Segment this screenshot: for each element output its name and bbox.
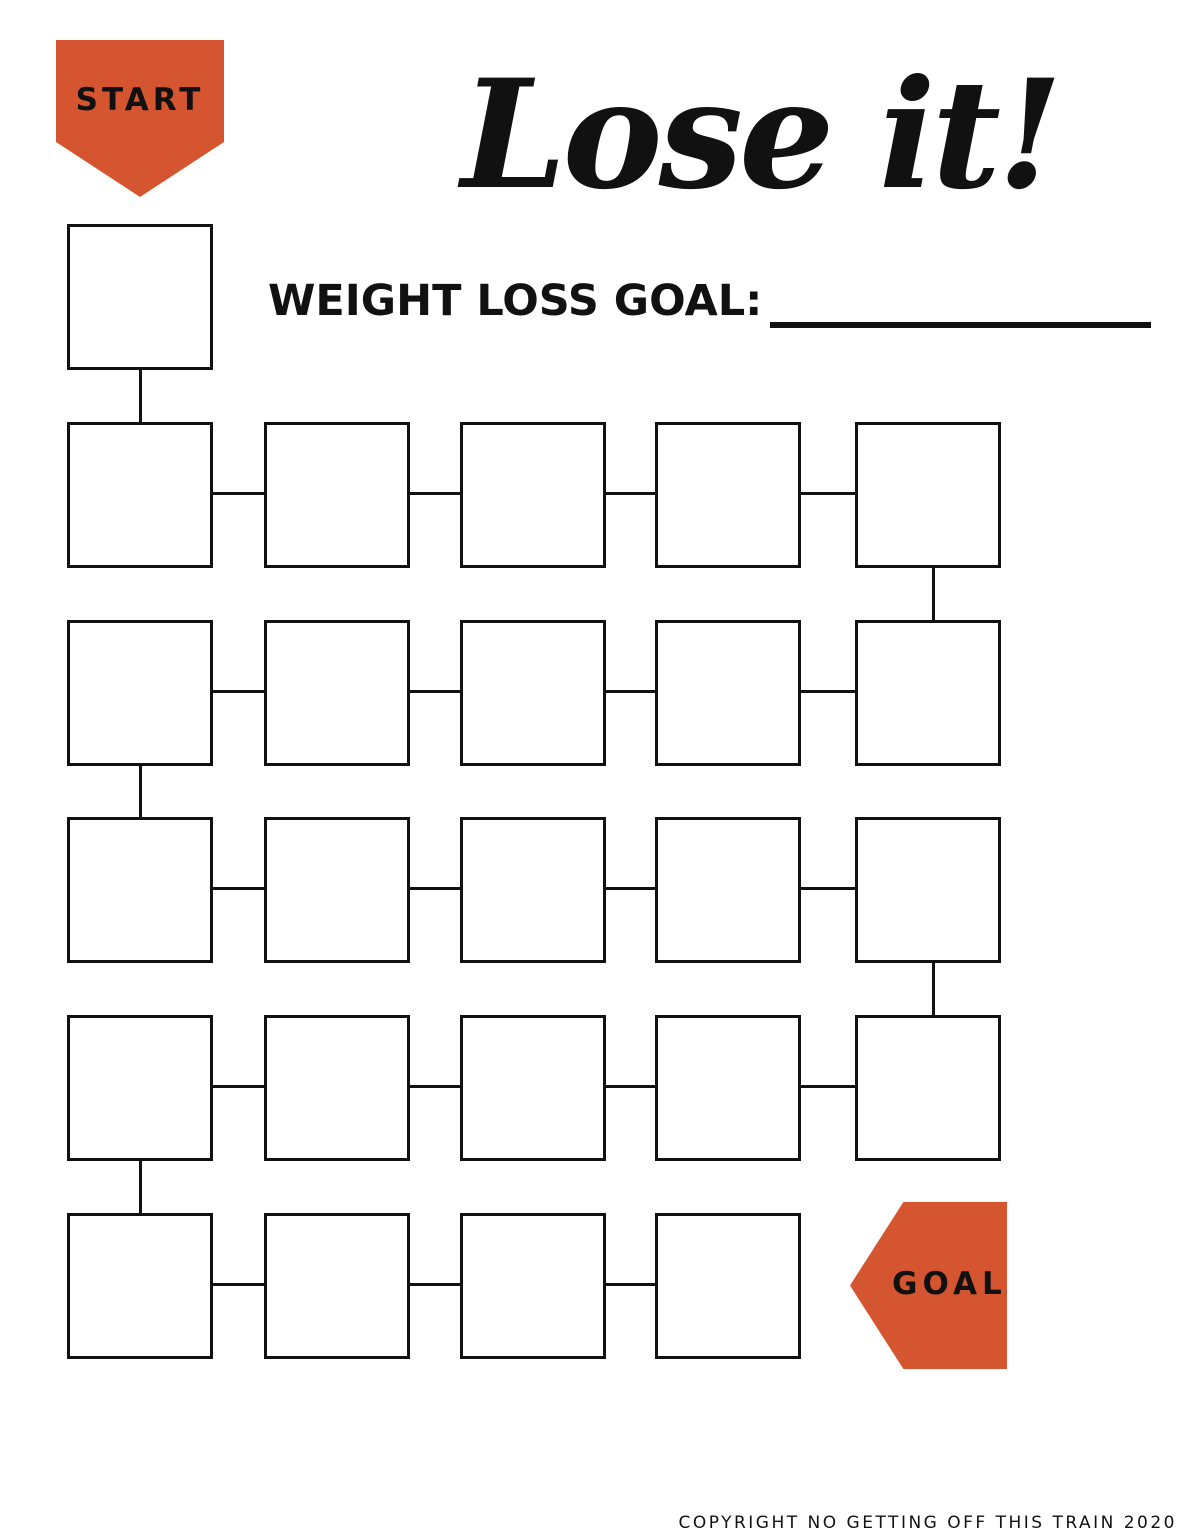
connector [606, 1283, 655, 1286]
tracker-box[interactable] [67, 224, 213, 370]
connector [410, 492, 460, 495]
tracker-box[interactable] [855, 620, 1001, 766]
connector [213, 492, 264, 495]
connector [606, 690, 655, 693]
connector [801, 690, 855, 693]
tracker-box[interactable] [67, 1015, 213, 1161]
weight-loss-goal-label: WEIGHT LOSS GOAL: [268, 276, 763, 326]
connector [139, 766, 142, 817]
tracker-box[interactable] [67, 1213, 213, 1359]
connector [606, 1085, 655, 1088]
connector [410, 1085, 460, 1088]
tracker-box[interactable] [460, 1213, 606, 1359]
tracker-box[interactable] [460, 620, 606, 766]
tracker-box[interactable] [855, 817, 1001, 963]
tracker-box[interactable] [655, 1213, 801, 1359]
connector [606, 492, 655, 495]
tracker-box[interactable] [855, 1015, 1001, 1161]
goal-label: GOAL [892, 1266, 1007, 1302]
connector [213, 690, 264, 693]
tracker-box[interactable] [264, 422, 410, 568]
connector [932, 963, 935, 1015]
connector [139, 1161, 142, 1213]
tracker-box[interactable] [264, 1213, 410, 1359]
tracker-box[interactable] [67, 422, 213, 568]
tracker-box[interactable] [655, 817, 801, 963]
tracker-box[interactable] [67, 620, 213, 766]
connector [801, 492, 855, 495]
weight-loss-goal-field[interactable] [770, 322, 1151, 328]
tracker-box[interactable] [264, 817, 410, 963]
connector [606, 887, 655, 890]
goal-badge: GOAL [850, 1202, 1007, 1369]
connector [410, 1283, 460, 1286]
connector [801, 887, 855, 890]
start-badge: START [56, 40, 224, 197]
connector [410, 690, 460, 693]
connector [932, 568, 935, 620]
tracker-box[interactable] [264, 1015, 410, 1161]
start-label: START [75, 82, 205, 118]
connector [139, 370, 142, 422]
connector [213, 887, 264, 890]
connector [410, 887, 460, 890]
tracker-box[interactable] [460, 817, 606, 963]
tracker-box[interactable] [655, 1015, 801, 1161]
tracker-box[interactable] [460, 422, 606, 568]
tracker-box[interactable] [655, 422, 801, 568]
tracker-box[interactable] [655, 620, 801, 766]
connector [801, 1085, 855, 1088]
tracker-box[interactable] [264, 620, 410, 766]
tracker-box[interactable] [855, 422, 1001, 568]
connector [213, 1283, 264, 1286]
tracker-box[interactable] [67, 817, 213, 963]
copyright-footer: COPYRIGHT NO GETTING OFF THIS TRAIN 2020 [678, 1513, 1177, 1533]
connector [213, 1085, 264, 1088]
tracker-box[interactable] [460, 1015, 606, 1161]
page-title: Lose it! [461, 47, 1063, 223]
